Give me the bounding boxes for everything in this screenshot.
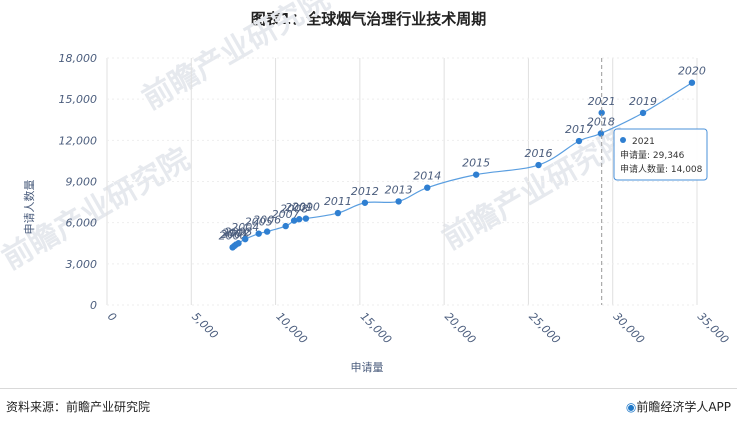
point-label: 2000 xyxy=(219,229,247,242)
y-tick-label: 15,000 xyxy=(59,93,98,106)
x-tick-label: 20,000 xyxy=(442,310,478,346)
y-tick-label: 0 xyxy=(90,299,97,312)
x-tick-label: 25,000 xyxy=(526,310,562,346)
watermark-text: 前瞻产业研究院 xyxy=(437,122,636,257)
y-tick-label: 9,000 xyxy=(66,176,98,189)
data-point xyxy=(295,216,303,223)
point-label: 2019 xyxy=(629,95,657,108)
footer-divider xyxy=(0,388,737,389)
tooltip-box xyxy=(613,128,708,181)
x-axis-ticks: 0 5,000 10,000 15,000 20,000 25,000 30,000 35,0… xyxy=(105,310,731,346)
data-point xyxy=(472,171,480,178)
data-point xyxy=(688,79,696,86)
data-point xyxy=(242,235,249,243)
point-label: 2005 xyxy=(245,216,273,229)
point-label: 2012 xyxy=(351,185,379,198)
y-tick-label: 3,000 xyxy=(66,258,98,271)
watermark-text: 前瞻产业研究院 xyxy=(137,0,336,117)
point-label: 2011 xyxy=(324,195,352,208)
x-tick-label: 0 xyxy=(105,310,119,324)
brand-credit: ◉前瞻经济学人APP xyxy=(626,398,731,415)
point-label: 2017 xyxy=(565,123,593,136)
y-axis-label: 申请人数量 xyxy=(23,180,36,235)
point-label: 2009 xyxy=(285,201,313,214)
point-label: 2020 xyxy=(678,65,706,78)
data-point xyxy=(290,217,298,224)
grid-lines xyxy=(106,57,698,306)
y-tick-label: 6,000 xyxy=(66,217,98,230)
x-tick-label: 10,000 xyxy=(273,310,309,346)
y-axis-ticks: 0 3,000 6,000 9,000 12,000 15,000 18,000 xyxy=(59,52,98,312)
point-label: 2004 xyxy=(231,221,259,234)
data-points: 2000200120022003200420052006200720082009… xyxy=(219,65,706,251)
data-point xyxy=(575,137,583,145)
data-point xyxy=(235,240,242,247)
y-tick-label: 12,000 xyxy=(59,134,98,147)
tooltip-title: 2021 xyxy=(632,137,655,147)
point-label: 2008 xyxy=(280,203,308,216)
tooltip-line2: 申请人数量: 14,008 xyxy=(620,163,703,175)
x-axis-label: 申请量 xyxy=(351,361,384,374)
point-label: 2006 xyxy=(253,214,281,227)
data-point xyxy=(255,230,262,237)
chart-title: 图表1：全球烟气治理行业技术周期 xyxy=(250,10,487,28)
point-label: 2015 xyxy=(462,157,490,170)
point-label: 2003 xyxy=(224,225,252,238)
point-label: 2010 xyxy=(292,201,320,214)
point-label: 2016 xyxy=(525,147,553,160)
point-label: 2002 xyxy=(222,227,250,240)
source-note: 资料来源：前瞻产业研究院 xyxy=(6,400,151,414)
bulb-logo-icon: ◉ xyxy=(625,400,637,414)
tooltip-line1: 申请量: 29,346 xyxy=(620,149,685,161)
tooltip: 2021 申请量: 29,346 申请人数量: 14,008 xyxy=(613,128,708,181)
x-tick-label: 35,000 xyxy=(695,310,731,346)
data-point xyxy=(424,184,431,191)
data-point xyxy=(395,198,402,205)
point-label: 2013 xyxy=(385,183,413,196)
data-point xyxy=(535,161,542,169)
brand-text: 前瞻经济学人APP xyxy=(636,400,731,414)
data-point xyxy=(302,215,310,222)
data-point xyxy=(334,209,342,217)
data-point xyxy=(639,109,647,117)
x-tick-label: 15,000 xyxy=(358,310,394,346)
tooltip-marker xyxy=(620,137,626,143)
point-label: 2018 xyxy=(587,115,615,128)
point-label: 2014 xyxy=(413,170,441,183)
y-tick-label: 18,000 xyxy=(59,52,98,65)
highlight-point xyxy=(598,109,605,116)
data-point xyxy=(263,228,271,235)
data-point xyxy=(282,222,289,230)
point-label: 2001 xyxy=(220,228,248,241)
data-point xyxy=(597,130,605,137)
data-point xyxy=(361,199,369,206)
x-tick-label: 5,000 xyxy=(189,310,220,341)
x-tick-label: 30,000 xyxy=(611,310,647,346)
